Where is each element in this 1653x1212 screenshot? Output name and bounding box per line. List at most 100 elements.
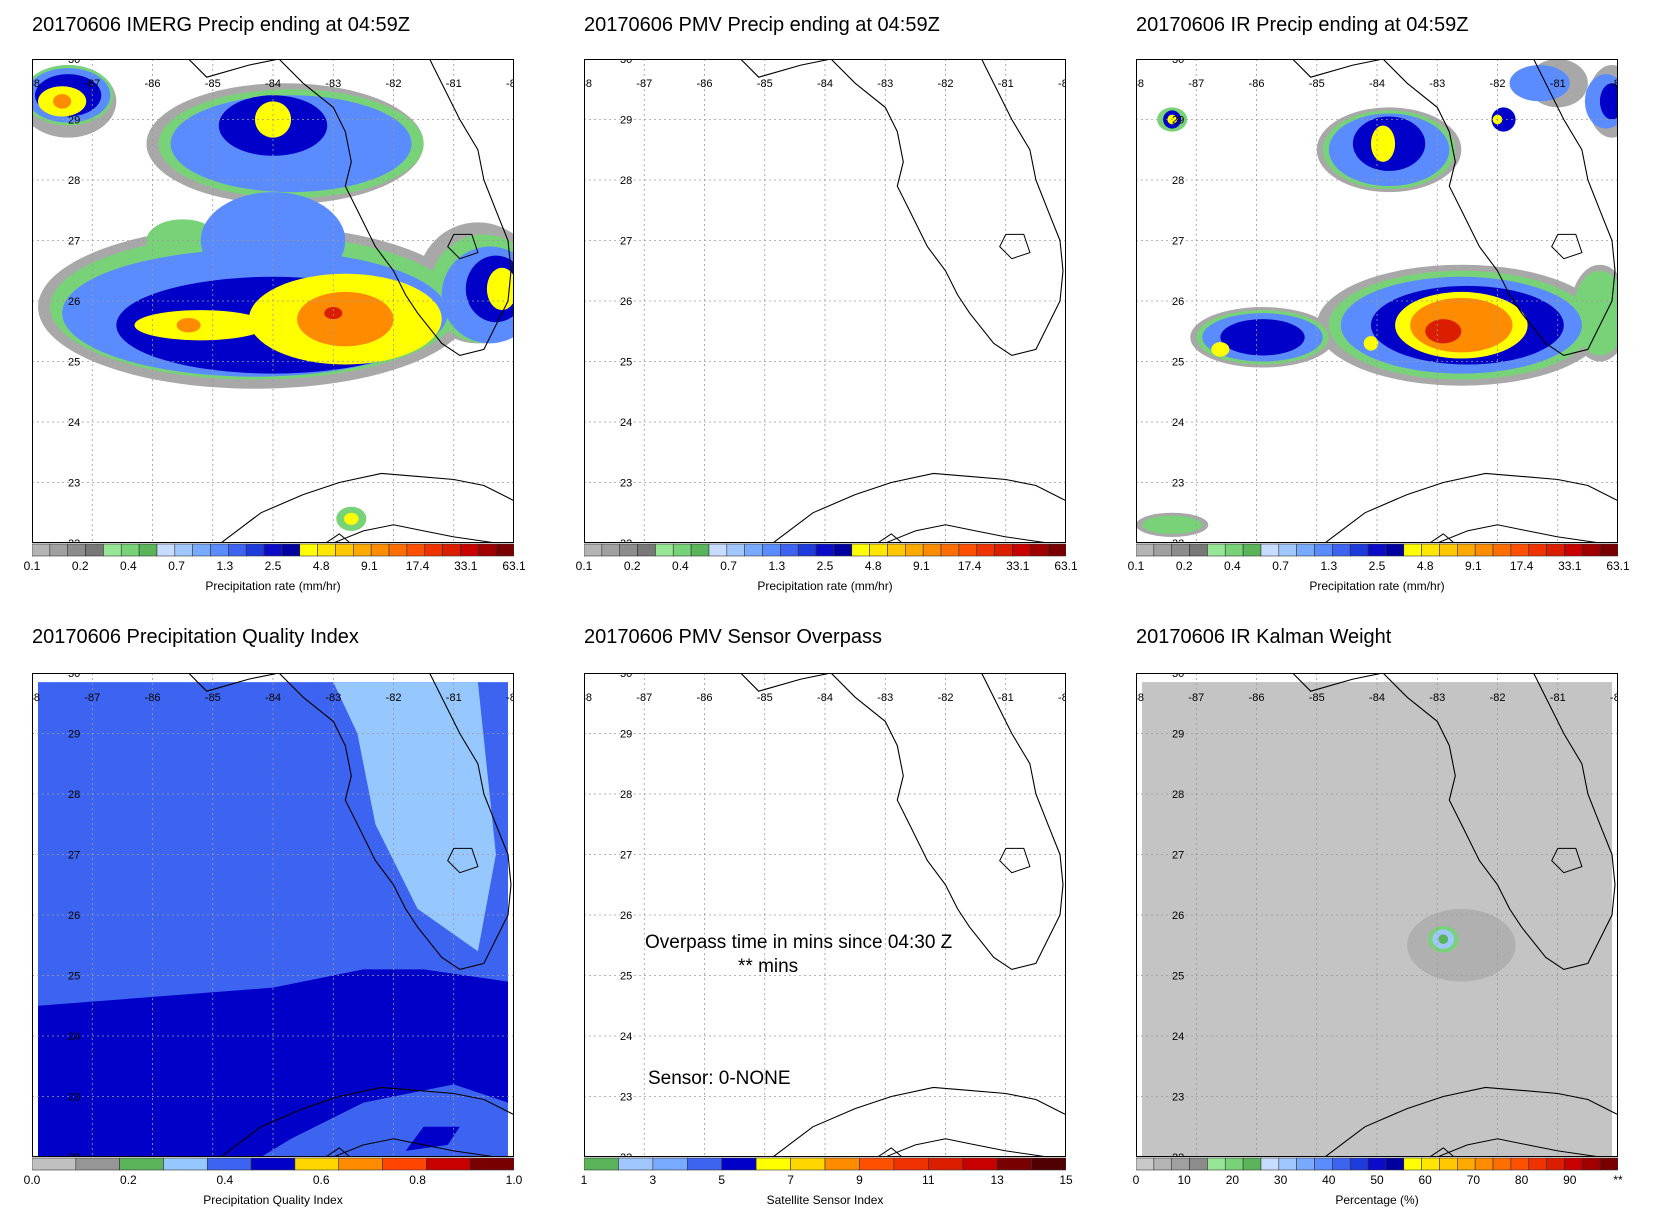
panel-title: 20170606 Precipitation Quality Index — [32, 626, 359, 648]
colorbar-label: 60 — [1418, 1173, 1432, 1187]
precip-area — [1572, 270, 1618, 356]
lat-tick-label: 23 — [620, 1092, 632, 1104]
lat-tick-label: 29 — [620, 729, 632, 741]
colorbar-label: 3 — [649, 1173, 657, 1187]
colorbar-title: Precipitation rate (mm/hr) — [205, 579, 341, 593]
colorbar-swatch — [797, 543, 817, 557]
colorbar-swatch — [1153, 1157, 1173, 1171]
colorbar-swatch — [370, 543, 390, 557]
colorbar-swatch — [228, 543, 247, 557]
lon-tick-label: -88 — [1136, 692, 1144, 704]
lon-tick-label: -88 — [1136, 78, 1144, 90]
lon-tick-label: -81 — [1550, 78, 1566, 90]
colorbar-swatch — [299, 543, 318, 557]
lon-tick-label: -84 — [265, 692, 281, 704]
lon-tick-label: -80 — [506, 692, 514, 704]
coastline-cuba-south — [333, 1138, 496, 1157]
lon-tick-label: -87 — [84, 692, 100, 704]
precip-area — [1220, 319, 1305, 356]
colorbar-label: 13 — [990, 1173, 1004, 1187]
colorbar-swatch — [245, 543, 265, 557]
colorbar-swatch — [893, 1157, 929, 1171]
colorbar-label: 33.1 — [1006, 559, 1030, 573]
colorbar-label: 0.7 — [168, 559, 185, 573]
lon-tick-label: -86 — [1249, 692, 1265, 704]
colorbar-label: 7 — [787, 1173, 794, 1187]
colorbar-swatch — [85, 543, 104, 557]
coastline-cuba — [771, 1086, 1066, 1157]
precip-area — [176, 317, 201, 333]
lake-okeechobee — [999, 847, 1031, 874]
colorbar-swatch — [672, 543, 692, 557]
coastlines — [188, 673, 514, 1157]
colorbar-swatch — [1474, 543, 1494, 557]
colorbar-label: 17.4 — [957, 559, 982, 573]
colorbar-swatch — [790, 1157, 826, 1171]
colorbar-swatch — [1260, 1157, 1280, 1171]
colorbar-label: 0.7 — [1272, 559, 1289, 573]
lat-tick-label: 24 — [68, 417, 80, 429]
colorbar-label: 0.4 — [672, 559, 689, 573]
lon-tick-label: -82 — [938, 692, 954, 704]
lon-tick-label: -88 — [32, 78, 40, 90]
panel-title: 20170606 IR Kalman Weight — [1136, 626, 1392, 648]
colorbar-swatch — [1242, 1157, 1262, 1171]
lat-tick-label: 25 — [1172, 357, 1184, 369]
lat-tick-label: 24 — [1172, 1031, 1184, 1043]
colorbar-swatch — [388, 543, 408, 557]
lat-tick-label: 22 — [1172, 1152, 1184, 1157]
colorbar-swatch — [1207, 1157, 1226, 1171]
colorbar-swatch — [406, 543, 426, 557]
colorbar-swatch — [1314, 1157, 1333, 1171]
lon-tick-label: -83 — [877, 78, 893, 90]
colorbar-swatch — [726, 543, 745, 557]
lon-tick-label: -87 — [636, 692, 652, 704]
colorbar-swatch — [618, 1157, 654, 1171]
colorbar-swatch — [32, 543, 51, 557]
map-pmv: -88 -87 -86 -85 -84 -83 -82 -81 -80 30 29 28 27 26 25 2… — [584, 59, 1066, 543]
colorbar-label: 4.8 — [1416, 559, 1434, 573]
coastline-cuba-south — [885, 524, 1048, 543]
colorbar-swatch — [281, 543, 301, 557]
colorbar-swatch — [1296, 1157, 1315, 1171]
coastlines — [1292, 673, 1618, 1157]
colorbar-swatch — [1510, 543, 1530, 557]
map-frame — [584, 59, 1066, 543]
colorbar-swatch — [138, 543, 158, 557]
colorbar-swatch — [335, 543, 354, 557]
colorbar-swatch — [824, 1157, 860, 1171]
colorbar-label: 1.3 — [768, 559, 786, 573]
colorbar-label: 30 — [1273, 1173, 1288, 1187]
colorbar-swatch — [1031, 1157, 1066, 1171]
lat-tick-label: 30 — [68, 59, 80, 66]
colorbar-swatch — [584, 1157, 619, 1171]
lon-tick-label: -80 — [1610, 78, 1618, 90]
colorbar-swatch — [460, 543, 479, 557]
colorbar-swatch — [859, 1157, 895, 1171]
colorbar-label: 2.5 — [264, 559, 282, 573]
colorbar-label: 63.1 — [502, 559, 526, 573]
lat-tick-label: 27 — [68, 236, 80, 248]
colorbar-swatch — [1171, 1157, 1190, 1171]
colorbar-swatch — [1492, 1157, 1512, 1171]
lon-tick-label: -83 — [325, 78, 341, 90]
colorbar-swatch — [1439, 543, 1458, 557]
lat-tick-label: 22 — [1172, 538, 1184, 543]
lat-tick-label: 29 — [1172, 729, 1184, 741]
lon-tick-label: -86 — [145, 692, 161, 704]
lon-tick-label: -86 — [697, 78, 713, 90]
colorbar-swatch — [1029, 543, 1049, 557]
lon-tick-label: -84 — [265, 78, 281, 90]
lat-tick-label: 24 — [68, 1031, 80, 1043]
colorbar-swatch — [317, 543, 336, 557]
coastline-isle — [324, 533, 351, 543]
lon-tick-label: -87 — [1188, 78, 1204, 90]
lon-tick-label: -85 — [757, 78, 773, 90]
panel-title: 20170606 IR Precip ending at 04:59Z — [1136, 14, 1469, 36]
colorbar-swatch — [1189, 543, 1208, 557]
lat-tick-label: 23 — [620, 478, 632, 490]
colorbar-swatch — [690, 543, 710, 557]
colorbar-label: 0.1 — [1127, 559, 1145, 573]
lon-tick-label: -80 — [1058, 78, 1066, 90]
colorbar-label: 4.8 — [312, 559, 330, 573]
